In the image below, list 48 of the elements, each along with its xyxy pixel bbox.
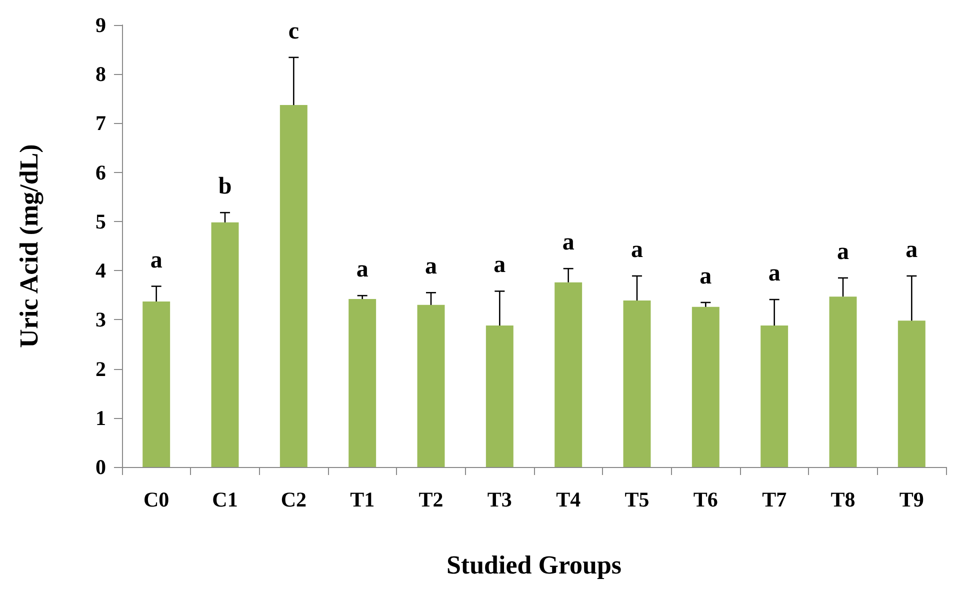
bar — [486, 326, 514, 467]
bar — [211, 222, 239, 467]
annotation: a — [150, 247, 162, 274]
y-tick-label: 5 — [96, 209, 106, 234]
y-tick-label: 8 — [96, 62, 106, 86]
x-tick-label: T4 — [556, 488, 582, 512]
x-tick-label: T5 — [624, 488, 650, 512]
y-tick-label: 2 — [96, 356, 106, 381]
annotation: a — [494, 252, 506, 278]
bar — [829, 296, 857, 467]
bar — [142, 301, 170, 467]
bar — [898, 320, 926, 467]
bar — [417, 304, 445, 467]
y-tick-label: 9 — [96, 13, 106, 37]
x-tick-label: C2 — [280, 488, 307, 512]
x-tick-label: T8 — [830, 488, 856, 512]
x-tick-label: C1 — [212, 488, 238, 512]
y-axis-title: Uric Acid (mg/dL) — [14, 144, 44, 348]
y-tick-label: 6 — [96, 160, 106, 184]
y-tick-label: 1 — [96, 406, 106, 430]
bar — [280, 105, 308, 467]
annotation: a — [768, 260, 780, 287]
bar — [760, 326, 788, 467]
x-axis-title: Studied Groups — [446, 550, 622, 580]
x-tick-label: T2 — [418, 488, 444, 512]
x-tick-label: T1 — [350, 488, 375, 512]
annotation: a — [631, 236, 643, 263]
annotation: a — [906, 236, 918, 263]
annotation: c — [288, 18, 300, 44]
x-tick-label: C0 — [143, 488, 170, 512]
y-tick-label: 0 — [96, 455, 106, 479]
x-tick-label: T7 — [762, 488, 787, 512]
annotation: a — [837, 238, 849, 265]
bar — [554, 282, 582, 467]
annotation: a — [700, 263, 712, 290]
y-tick-label: 4 — [96, 258, 106, 283]
y-tick-label: 7 — [96, 111, 106, 136]
x-tick-label: T3 — [487, 488, 512, 512]
bar — [623, 300, 651, 467]
x-tick-label: T6 — [693, 488, 718, 512]
annotation: a — [562, 230, 574, 256]
annotation: a — [425, 254, 437, 280]
annotation: b — [218, 174, 232, 200]
y-tick-label: 3 — [96, 308, 106, 332]
bar — [348, 299, 376, 467]
annotation: a — [356, 256, 368, 283]
x-tick-label: T9 — [899, 488, 924, 512]
bar — [692, 306, 720, 467]
